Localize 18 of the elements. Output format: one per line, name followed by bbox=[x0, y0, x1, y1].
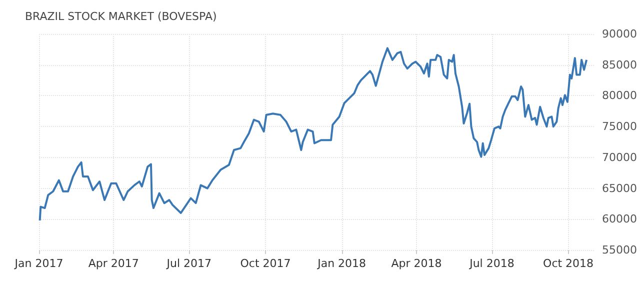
x-tick-label: Jul 2018 bbox=[468, 257, 514, 270]
x-tick-label: Jan 2017 bbox=[14, 257, 64, 270]
x-tick-label: Apr 2018 bbox=[391, 257, 442, 270]
y-tick-label: 60000 bbox=[602, 212, 638, 226]
y-tick-label: 90000 bbox=[602, 28, 638, 40]
y-tick-label: 80000 bbox=[602, 89, 638, 102]
x-tick-label: Apr 2017 bbox=[88, 257, 139, 270]
y-tick-label: 70000 bbox=[602, 150, 638, 164]
x-tick-label: Oct 2018 bbox=[543, 257, 594, 270]
y-tick-label: 75000 bbox=[602, 120, 638, 134]
line-series bbox=[38, 47, 588, 222]
chart-title: BRAZIL STOCK MARKET (BOVESPA) bbox=[25, 10, 217, 23]
x-tick-label: Jul 2017 bbox=[166, 257, 212, 270]
y-tick-label: 55000 bbox=[602, 244, 638, 256]
x-tick-label: Oct 2017 bbox=[240, 257, 291, 270]
x-tick-label: Jan 2018 bbox=[316, 257, 366, 270]
y-tick-label: 65000 bbox=[602, 182, 638, 195]
y-tick-label: 85000 bbox=[602, 58, 638, 72]
